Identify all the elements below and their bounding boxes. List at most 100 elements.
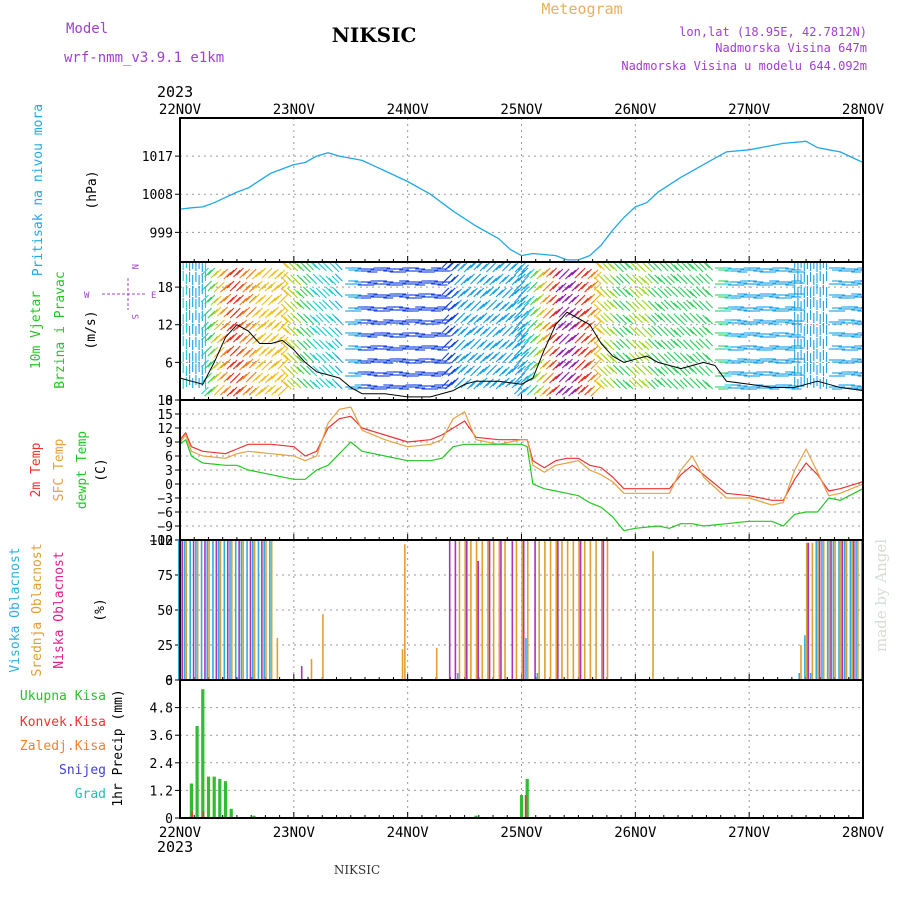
wind-arrow (673, 275, 682, 284)
wind-arrow (523, 297, 532, 306)
wind-arrow (252, 385, 260, 394)
wind-arrow (670, 262, 679, 271)
wind-arrow (255, 280, 263, 289)
wind-arrow (466, 289, 475, 298)
watermark: made by Angel (872, 539, 890, 652)
wind-arrow (482, 299, 491, 308)
wind-arrow (571, 321, 580, 330)
wind-arrow (463, 275, 472, 284)
wind-arrow (498, 325, 507, 334)
y-tick-label: 999 (150, 226, 173, 241)
wind-arrow (587, 271, 596, 280)
wind-arrow (201, 332, 209, 341)
wind-arrow (331, 329, 340, 338)
wind-arrow (590, 307, 599, 316)
wind-arrow (271, 322, 279, 331)
wind-arrow (457, 366, 466, 375)
wind-arrow (252, 336, 260, 345)
wind-arrow (498, 287, 507, 296)
wind-arrow (593, 325, 602, 334)
wind-arrow (520, 310, 529, 319)
wind-arrow (705, 338, 714, 347)
wind-arrow (309, 325, 318, 334)
wind-arrow (451, 366, 459, 375)
wind-arrow (489, 380, 498, 389)
wind-arrow (451, 263, 459, 272)
wind-arrow (660, 366, 669, 375)
wind-arrow (451, 290, 459, 299)
precip-bar (252, 815, 256, 818)
wind-arrow (663, 342, 672, 351)
wind-arrow (261, 384, 270, 393)
wind-arrow (533, 333, 541, 342)
wind-arrow (654, 366, 663, 375)
wind-arrow (213, 268, 222, 277)
precip-bar (191, 811, 193, 818)
x-tick-label-bottom: 22NOV (159, 825, 202, 841)
wind-arrow (489, 299, 498, 308)
wind-arrow (201, 267, 209, 276)
wind-arrow (463, 378, 472, 387)
wind-arrow (318, 301, 327, 310)
wind-arrow (334, 381, 343, 390)
wind-arrow (226, 280, 235, 289)
wind-arrow (255, 334, 263, 343)
wind-arrow (517, 345, 526, 354)
wind-arrow (277, 307, 286, 316)
wind-arrow (571, 267, 580, 276)
wind-arrow (654, 274, 663, 283)
wind-arrow (299, 380, 308, 389)
wind-arrow (489, 326, 498, 335)
wind-arrow (451, 339, 459, 348)
pressure-axis-label: Pritisak na nivou mora (31, 104, 46, 276)
wind-arrow (229, 321, 238, 330)
wind-arrow (520, 359, 529, 368)
wind-arrow (213, 333, 222, 342)
wind-arrow (521, 286, 529, 295)
wind-arrow (638, 367, 647, 376)
wind-arrow (561, 268, 570, 277)
wind-arrow (236, 332, 244, 341)
wind-arrow (600, 368, 608, 377)
wind-arrow (587, 336, 596, 345)
wind-arrow (252, 271, 260, 280)
wind-arrow (698, 262, 707, 271)
wind-arrow (306, 289, 314, 298)
wind-arrow (689, 328, 698, 337)
wind-arrow (334, 327, 343, 336)
wind-arrow (312, 327, 321, 336)
wind-arrow (555, 306, 564, 315)
wind-arrow (692, 380, 701, 389)
wind-arrow (536, 374, 545, 383)
wind-arrow (290, 328, 299, 337)
wind-arrow (207, 375, 216, 384)
precip-legend-item: Konvek.Kisa (20, 715, 106, 730)
wind-arrow (287, 341, 295, 350)
wind-arrow (508, 377, 517, 386)
wind-arrow (565, 282, 573, 291)
wind-arrow (523, 319, 532, 328)
wind-arrow (331, 367, 340, 376)
wind-arrow (508, 290, 517, 299)
wind-arrow (619, 327, 628, 336)
wind-arrow (577, 267, 586, 276)
wind-arrow (542, 321, 551, 330)
wind-arrow (545, 361, 554, 370)
wind-arrow (296, 355, 305, 364)
wind-arrow (692, 353, 701, 362)
wind-arrow (514, 351, 523, 360)
wind-arrow (296, 263, 305, 272)
precip-bar (202, 811, 205, 818)
wind-arrow (210, 346, 219, 355)
wind-arrow (539, 361, 548, 370)
wind-arrow (505, 303, 513, 312)
wind-arrow (517, 269, 526, 278)
wind-arrow (584, 284, 592, 293)
wind-arrow (584, 333, 592, 342)
wind-arrow (533, 349, 541, 358)
y-tick-label: 12 (157, 422, 173, 437)
wind-arrow (609, 366, 618, 375)
x-tick-label-top: 23NOV (273, 102, 316, 118)
precip-legend-item: Grad (75, 787, 106, 802)
wind-arrow (577, 310, 586, 319)
